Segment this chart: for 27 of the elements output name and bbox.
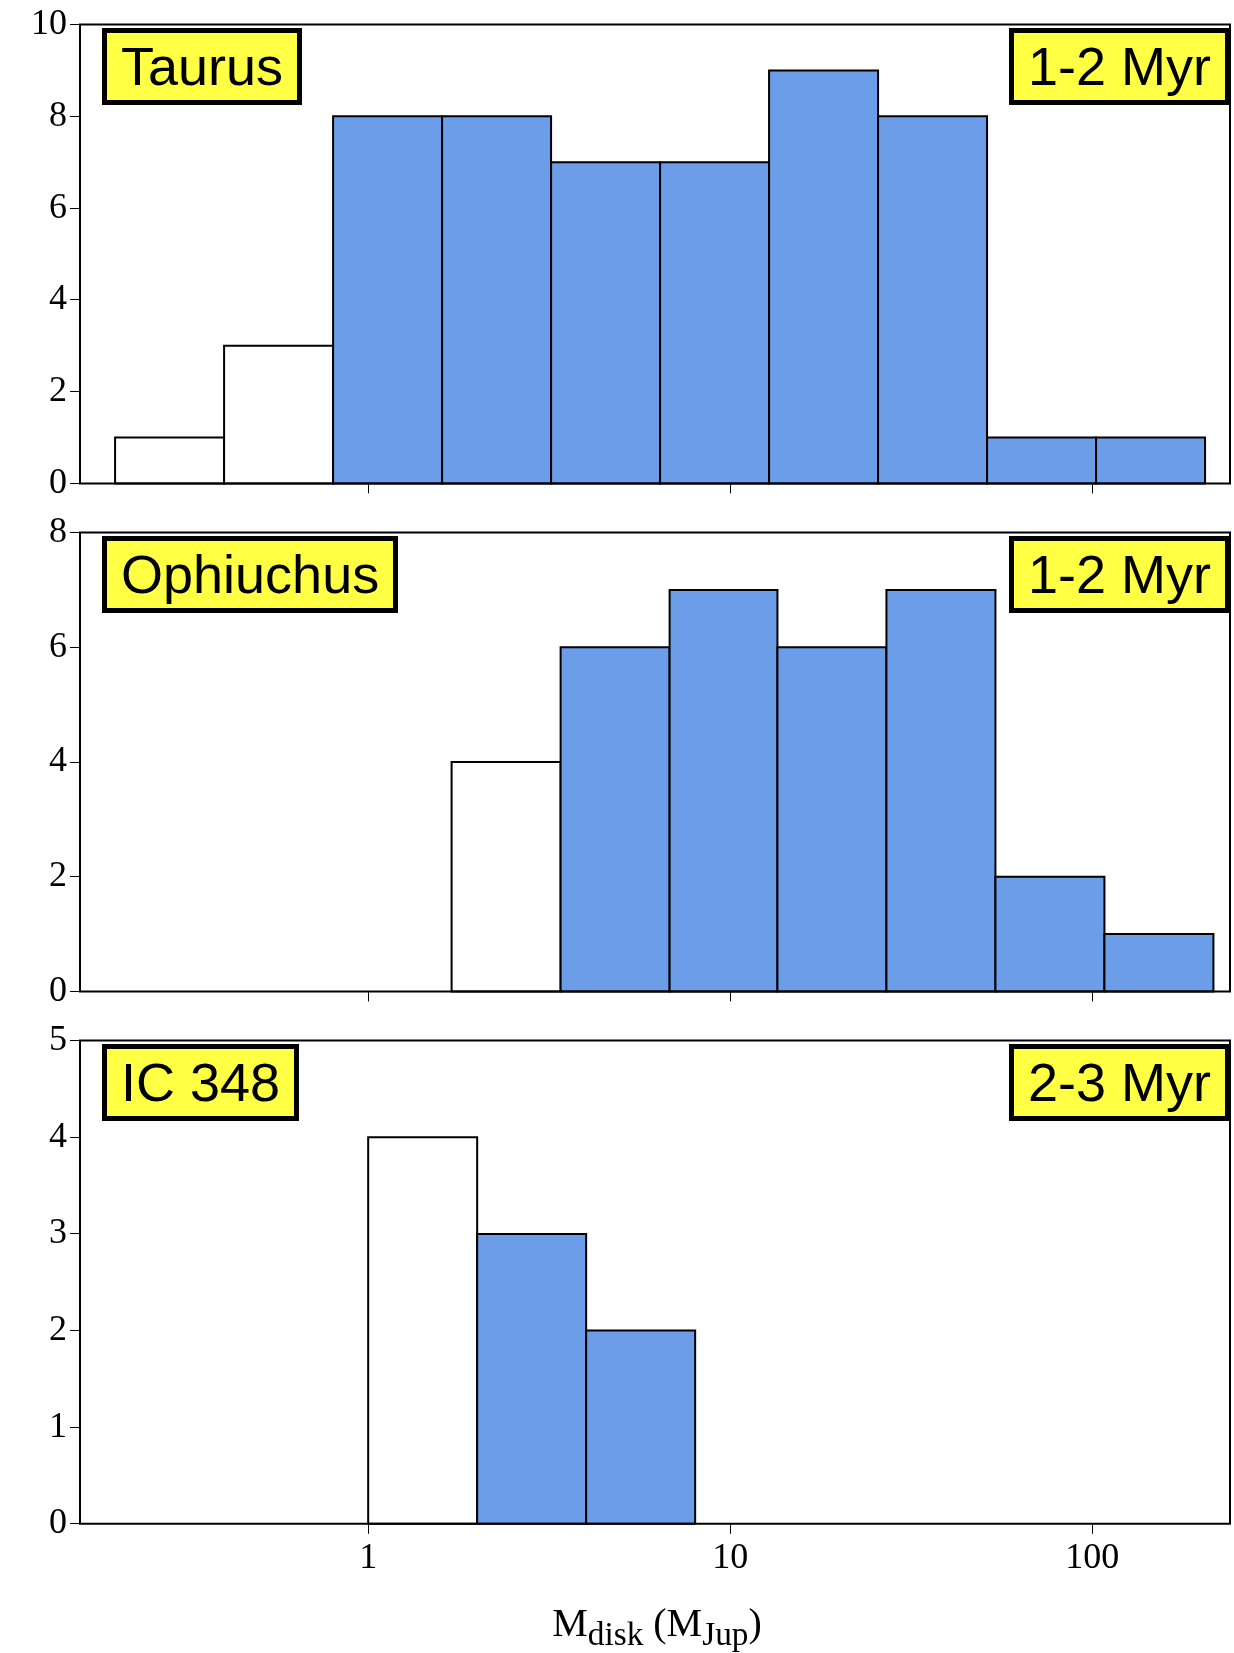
y-tick-label: 0	[49, 460, 67, 501]
y-tick-label: 5	[49, 1018, 67, 1059]
x-tick-label: 1	[359, 1535, 378, 1576]
annotation: 2-3 Myr	[1008, 1044, 1230, 1122]
y-tick-label: 2	[49, 854, 67, 895]
y-tick-label: 1	[49, 1404, 67, 1445]
y-tick-label: 4	[49, 739, 67, 780]
y-tick-label: 3	[49, 1211, 67, 1252]
y-tick-label: 8	[49, 93, 67, 134]
y-tick-label: 10	[31, 2, 67, 43]
x-axis-title: M$_{disk}$ (M$_{Jup}$)	[551, 1599, 763, 1653]
y-tick-label: 8	[49, 510, 67, 551]
x-tick-label: 10	[712, 1535, 749, 1576]
x-tick-label: 100	[1065, 1535, 1120, 1576]
y-tick-label: 6	[49, 624, 67, 665]
y-tick-label: 6	[49, 185, 67, 226]
y-tick-label: 2	[49, 369, 67, 410]
y-tick-label: 0	[49, 1501, 67, 1542]
y-tick-label: 0	[49, 968, 67, 1009]
annotation: 1-2 Myr	[1008, 536, 1230, 614]
y-tick-label: 4	[49, 277, 67, 318]
annotation: IC 348	[102, 1044, 300, 1122]
y-tick-label: 2	[49, 1307, 67, 1348]
annotation: Ophiuchus	[102, 536, 399, 614]
annotation: Taurus	[102, 28, 303, 106]
annotation: 1-2 Myr	[1008, 28, 1230, 106]
y-tick-label: 4	[49, 1114, 67, 1155]
